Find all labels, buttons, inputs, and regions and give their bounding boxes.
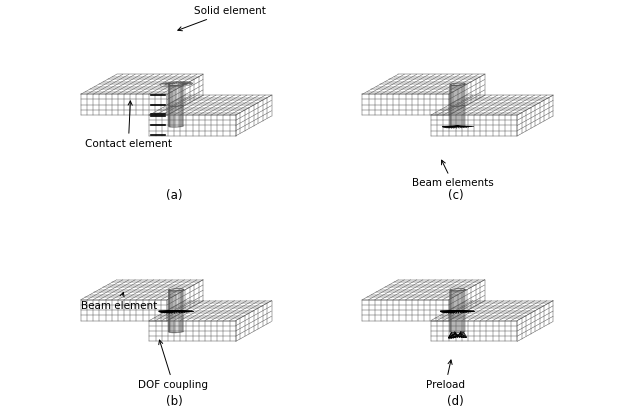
Text: (c): (c) xyxy=(448,189,464,202)
Text: (a): (a) xyxy=(166,189,183,202)
Text: (d): (d) xyxy=(447,395,464,408)
Text: (b): (b) xyxy=(166,395,183,408)
Text: Preload: Preload xyxy=(426,360,465,390)
Text: DOF coupling: DOF coupling xyxy=(139,340,209,390)
Text: Solid element: Solid element xyxy=(178,6,266,31)
Text: Beam element: Beam element xyxy=(81,292,157,311)
Text: Beam elements: Beam elements xyxy=(412,160,494,188)
Text: Contact element: Contact element xyxy=(85,101,172,149)
